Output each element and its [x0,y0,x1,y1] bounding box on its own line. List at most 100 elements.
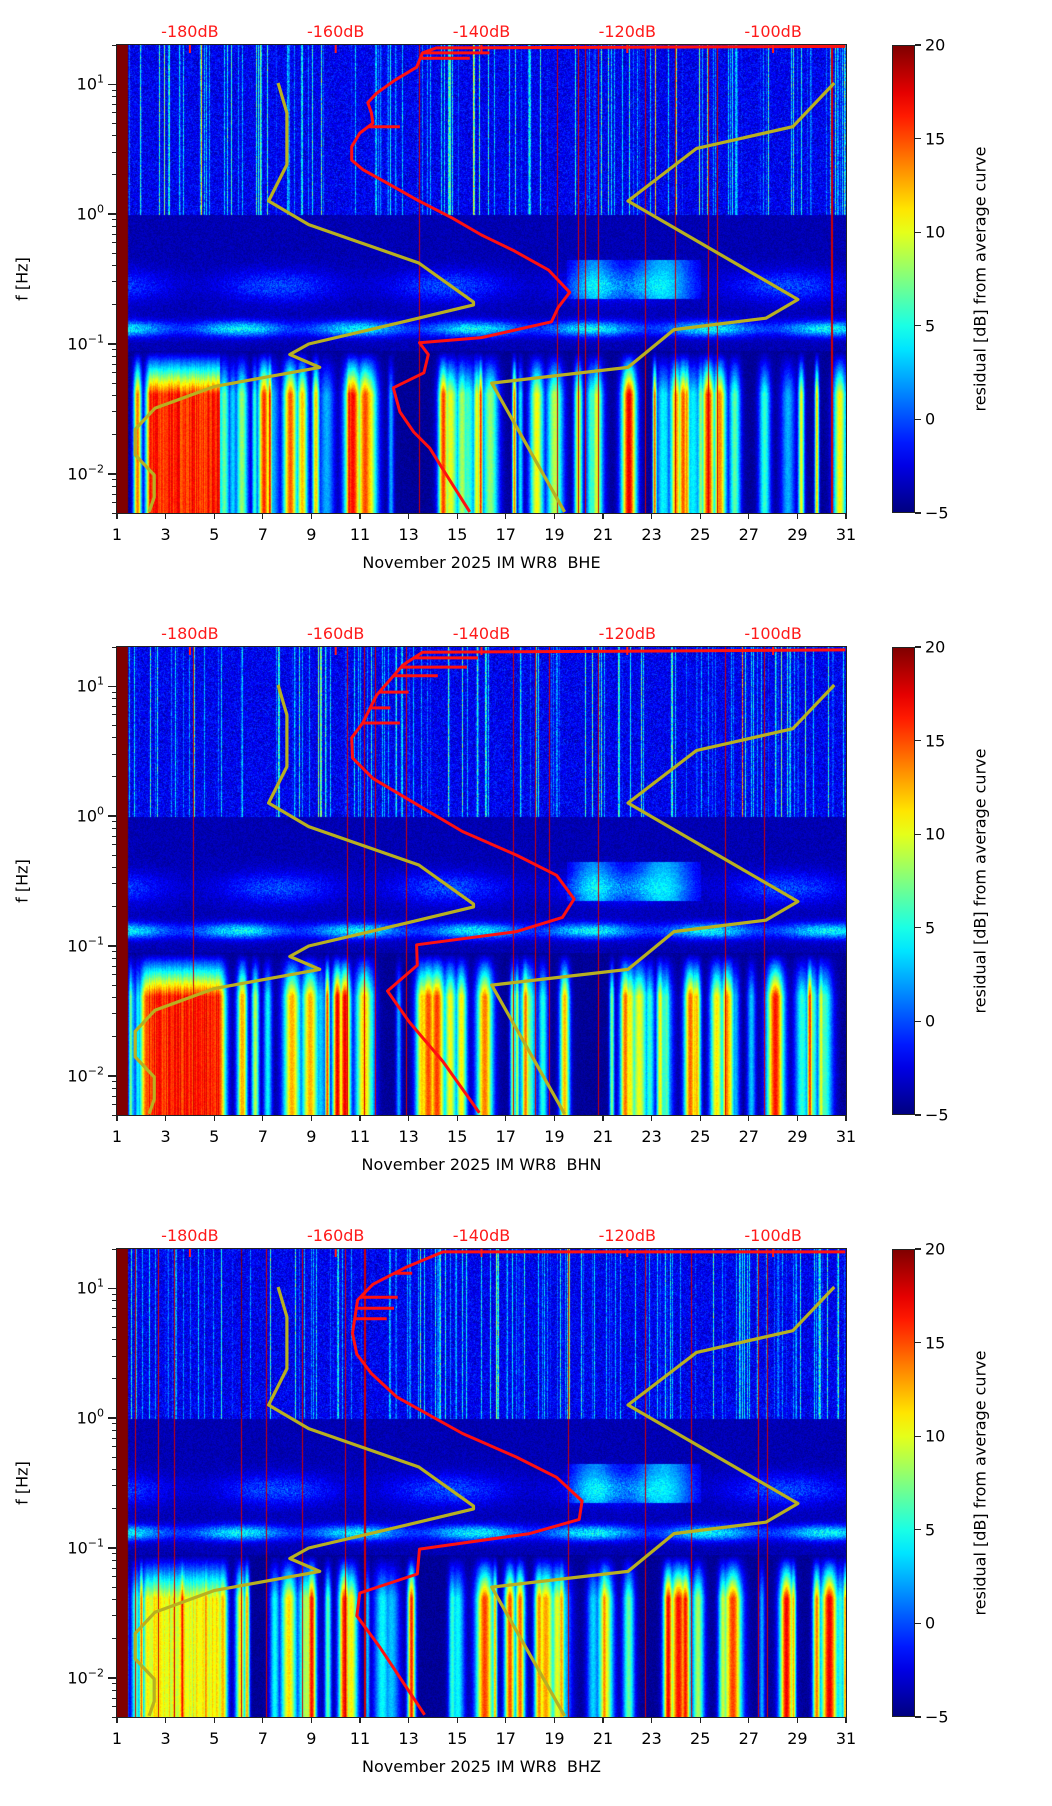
y-minor-tick [112,512,117,514]
y-minor-tick [112,1326,117,1328]
y-minor-tick [112,252,117,254]
y-minor-tick [112,242,117,244]
x-axis-label: November 2025 IM WR8 BHZ [362,1757,601,1776]
x-tick-label: 7 [257,1729,268,1748]
x-tick-mark [359,1717,361,1723]
y-minor-tick [112,1697,117,1699]
y-minor-tick [112,958,117,960]
y-tick-exponent: 1 [97,72,104,86]
colorbar-tick-mark [915,1020,921,1023]
colorbar-tick-label: 10 [925,1426,946,1446]
colorbar-tick-label: 15 [925,731,946,751]
x-tick-label: 7 [257,525,268,544]
colorbar-tick-mark [915,44,921,46]
y-minor-tick [112,724,117,726]
spectrogram-panel-bhz: -180dB -160dB -140dB -120dB -100dB 101 100 10−… [0,1204,1052,1806]
y-minor-tick [112,883,117,885]
y-tick-base: 10 [67,334,88,354]
y-minor-tick [112,828,117,830]
y-tick-exponent: −1 [87,332,104,346]
x-tick-mark [651,1115,653,1121]
y-tick-exponent: 1 [97,1276,104,1290]
y-tick-mark [108,1677,117,1679]
y-minor-tick [112,1307,117,1309]
y-tick-label: 100 [0,806,104,826]
x-tick-label: 21 [592,1127,614,1146]
y-minor-tick [112,1378,117,1380]
y-tick-exponent: −2 [87,462,104,476]
x-tick-mark [699,513,701,519]
db-tick-label: -120dB [598,624,657,643]
spectrogram-heatmap [117,1249,846,1717]
y-minor-tick [112,1339,117,1341]
y-tick-exponent: −2 [87,1064,104,1078]
average-curve-line [350,648,846,1114]
x-tick-label: 5 [209,525,220,544]
x-tick-mark [553,513,556,519]
y-tick-mark [108,945,117,947]
y-minor-tick [112,174,117,176]
x-tick-label: 23 [641,525,662,544]
x-tick-mark [408,1717,410,1723]
x-tick-label: 31 [835,525,857,544]
x-tick-label: 1 [111,1127,123,1146]
plot-area [117,647,846,1115]
x-axis-label: November 2025 IM WR8 BHE [362,553,601,572]
x-tick-mark [699,1717,701,1723]
y-tick-mark [108,83,117,85]
y-tick-label: 10−1 [0,935,104,955]
colorbar-tick-label: 20 [925,637,946,657]
x-tick-mark [116,1115,118,1121]
y-minor-tick [112,281,117,283]
y-minor-tick [112,1706,117,1708]
x-tick-label: 25 [690,1127,711,1146]
y-minor-tick [112,135,117,137]
y-minor-tick [112,965,117,967]
x-tick-mark [602,1115,604,1121]
colorbar-tick-mark [915,833,921,835]
y-minor-tick [112,89,117,91]
colorbar-tick-mark [915,1114,921,1116]
y-minor-tick [112,1683,117,1685]
y-minor-tick [112,844,117,846]
y-axis-label: f [Hz] [12,257,32,301]
x-tick-label: 19 [544,525,565,544]
x-tick-mark [553,1115,556,1121]
colorbar-label: residual [dB] from average curve [970,146,990,412]
x-tick-label: 25 [690,525,711,544]
x-tick-label: 29 [787,525,808,544]
colorbar-tick-label: 5 [925,918,936,938]
average-curve-line [350,45,846,513]
colorbar-label: residual [dB] from average curve [970,1350,990,1616]
x-tick-label: 13 [398,525,419,544]
colorbar-tick-label: 0 [925,1011,936,1031]
y-tick-base: 10 [76,676,97,696]
x-tick-mark [262,1717,264,1723]
x-tick-mark [213,1717,215,1723]
x-tick-label: 15 [447,1127,468,1146]
y-tick-label: 101 [0,676,104,696]
plot-area [117,45,846,513]
x-tick-mark [602,1717,604,1723]
y-minor-tick [112,1087,117,1089]
y-minor-tick [112,1446,117,1448]
colorbar-label: residual [dB] from average curve [970,748,990,1014]
db-tick-label: -120dB [598,1226,657,1245]
y-minor-tick [112,1013,117,1015]
db-tick-label: -180dB [161,1226,219,1245]
x-tick-mark [505,1115,507,1121]
x-tick-mark [456,1717,458,1723]
x-tick-mark [456,1115,458,1121]
x-tick-mark [748,1717,750,1723]
spectrogram-panel-bhe: -180dB -160dB -140dB -120dB -100dB 101 100 10−… [0,0,1052,602]
x-tick-mark [213,1115,215,1121]
x-tick-label: 5 [209,1127,220,1146]
y-tick-label: 10−2 [0,1667,104,1687]
x-tick-label: 17 [495,1127,516,1146]
y-tick-label: 101 [0,72,104,94]
y-minor-tick [112,821,117,823]
x-tick-label: 3 [160,1729,171,1748]
y-tick-mark [108,815,117,817]
y-tick-base: 10 [76,204,97,224]
x-tick-label: 19 [544,1127,565,1146]
